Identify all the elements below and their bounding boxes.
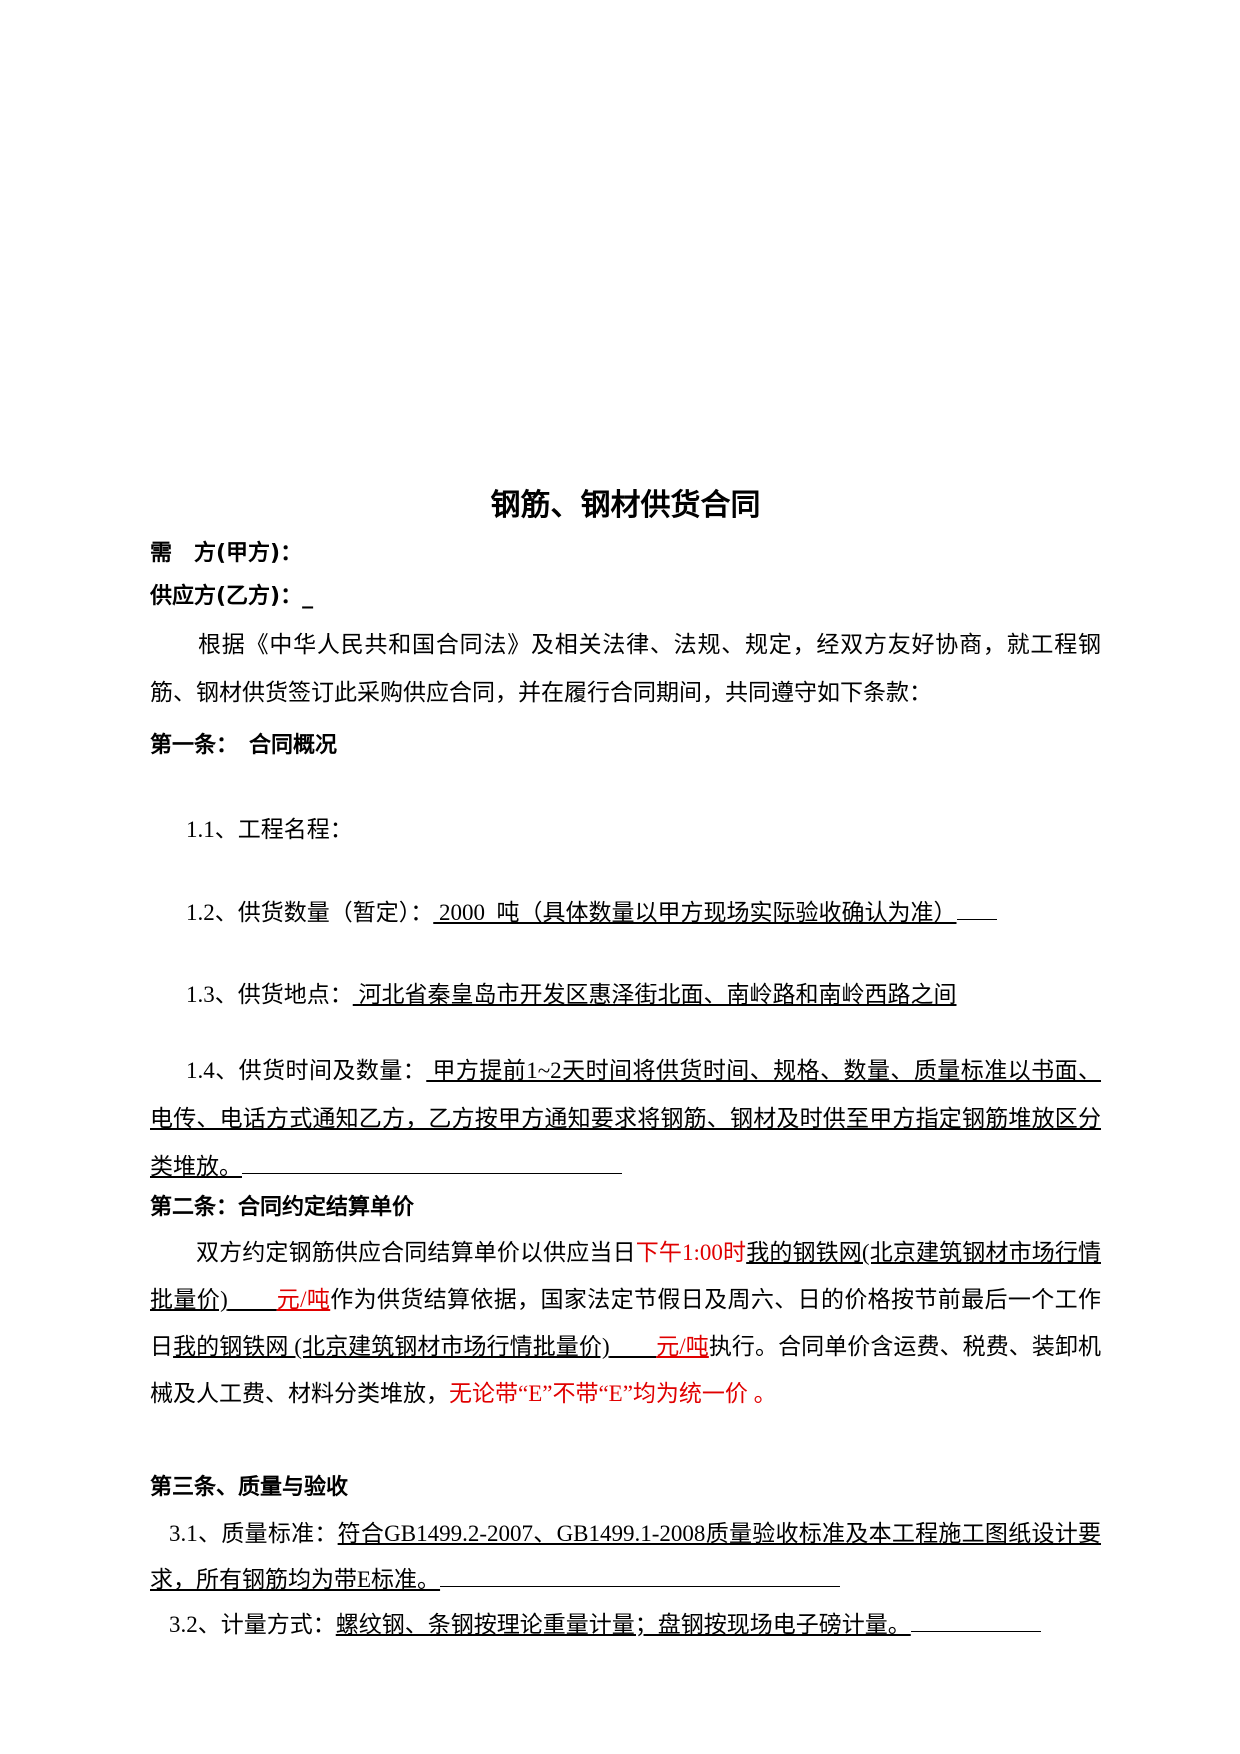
note: 无论带“E”不带“E”均为统一价 。 bbox=[449, 1381, 777, 1406]
clause-label: 3.1、质量标准： bbox=[169, 1521, 338, 1546]
unit: 元/吨 bbox=[276, 1287, 331, 1312]
clause-value: 螺纹钢、条钢按理论重量计量；盘钢按现场电子磅计量。 bbox=[335, 1612, 911, 1637]
clause: 3.2、计量方式：螺纹钢、条钢按理论重量计量；盘钢按现场电子磅计量。 bbox=[150, 1601, 1101, 1649]
clause-label: 1.3、供货地点： bbox=[186, 982, 353, 1007]
clause-value: 甲方提前1~2天时间将供货时间、规格、数量、质量标准以书面、电传、电话方式通知乙… bbox=[150, 1058, 1102, 1179]
article-heading: 第二条：合同约定结算单价 bbox=[150, 1195, 415, 1220]
clause: 1.1、工程名程： bbox=[150, 806, 1101, 854]
underline-fill bbox=[242, 1151, 622, 1174]
clause-label: 1.1、工程名程： bbox=[186, 817, 353, 842]
clause-value: 河北省秦皇岛市开发区惠泽街北面、南岭路和南岭西路之间 bbox=[352, 982, 957, 1007]
underline-fill bbox=[440, 1564, 841, 1587]
paragraph: 双方约定钢筋供应合同结算单价以供应当日下午1:00时我的钢铁网(北京建筑钢材市场… bbox=[150, 1229, 1101, 1417]
clause-label: 3.2、计量方式： bbox=[169, 1612, 336, 1637]
clause-value: 2000 吨（具体数量以甲方现场实际验收确认为准） bbox=[433, 900, 957, 925]
price-source: 我的钢铁网 (北京建筑钢材市场行情批量价) bbox=[173, 1334, 610, 1359]
time: 下午1:00时 bbox=[635, 1240, 747, 1265]
party-a: 需 方(甲方)： bbox=[150, 541, 303, 566]
text: 作为供货结算依据，国家法定节假日及周六、日的价格按节前最后一个工作日 bbox=[150, 1287, 1102, 1359]
underline-fill bbox=[910, 1609, 1041, 1632]
text: 执行。合同单价含运费、税费、装卸机械及人工费、材料分类堆放， bbox=[150, 1334, 1102, 1406]
article-heading: 第一条： 合同概况 bbox=[150, 733, 338, 758]
article-heading: 第三条、质量与验收 bbox=[150, 1475, 349, 1500]
clause-value: 符合GB1499.2-2007、GB1499.1-2008质量验收标准及本工程施… bbox=[150, 1521, 1101, 1592]
doc-title: 钢筋、钢材供货合同 bbox=[490, 488, 761, 523]
clause-label: 1.4、供货时间及数量： bbox=[186, 1058, 427, 1083]
unit: 元/吨 bbox=[656, 1334, 709, 1359]
clause: 1.2、供货数量（暂定）： 2000 吨（具体数量以甲方现场实际验收确认为准） bbox=[150, 889, 1101, 937]
party-b: 供应方(乙方)：_ bbox=[150, 584, 314, 609]
clause: 1.4、供货时间及数量： 甲方提前1~2天时间将供货时间、规格、数量、质量标准以… bbox=[150, 1047, 1101, 1191]
preamble: 根据《中华人民共和国合同法》及相关法律、法规、规定，经双方友好协商，就工程钢筋、… bbox=[150, 632, 1101, 705]
underline-fill bbox=[956, 897, 997, 920]
clause: 3.1、质量标准：符合GB1499.2-2007、GB1499.1-2008质量… bbox=[150, 1511, 1101, 1603]
price-source: 我的钢铁网(北京建筑钢材市场行情批量价) bbox=[150, 1240, 1101, 1312]
clause-label: 1.2、供货数量（暂定）： bbox=[186, 900, 434, 925]
clause: 1.3、供货地点： 河北省秦皇岛市开发区惠泽街北面、南岭路和南岭西路之间 bbox=[150, 971, 1101, 1019]
text: 双方约定钢筋供应合同结算单价以供应当日 bbox=[196, 1240, 636, 1265]
